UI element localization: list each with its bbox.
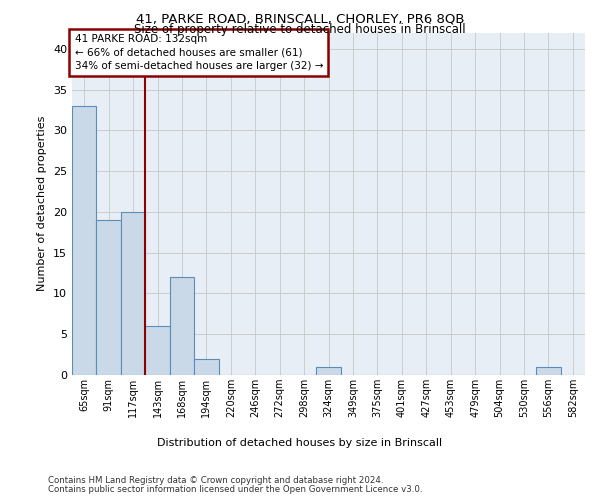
- Text: Distribution of detached houses by size in Brinscall: Distribution of detached houses by size …: [157, 438, 443, 448]
- Bar: [194, 358, 218, 375]
- Text: Contains public sector information licensed under the Open Government Licence v3: Contains public sector information licen…: [48, 484, 422, 494]
- Text: 41, PARKE ROAD, BRINSCALL, CHORLEY, PR6 8QB: 41, PARKE ROAD, BRINSCALL, CHORLEY, PR6 …: [136, 12, 464, 26]
- Bar: [145, 326, 170, 375]
- Text: 41 PARKE ROAD: 132sqm
← 66% of detached houses are smaller (61)
34% of semi-deta: 41 PARKE ROAD: 132sqm ← 66% of detached …: [74, 34, 323, 70]
- Bar: [72, 106, 97, 375]
- Bar: [170, 277, 194, 375]
- Bar: [316, 367, 341, 375]
- Text: Contains HM Land Registry data © Crown copyright and database right 2024.: Contains HM Land Registry data © Crown c…: [48, 476, 383, 485]
- Bar: [536, 367, 560, 375]
- Y-axis label: Number of detached properties: Number of detached properties: [37, 116, 47, 292]
- Text: Size of property relative to detached houses in Brinscall: Size of property relative to detached ho…: [134, 22, 466, 36]
- Bar: [97, 220, 121, 375]
- Bar: [121, 212, 145, 375]
